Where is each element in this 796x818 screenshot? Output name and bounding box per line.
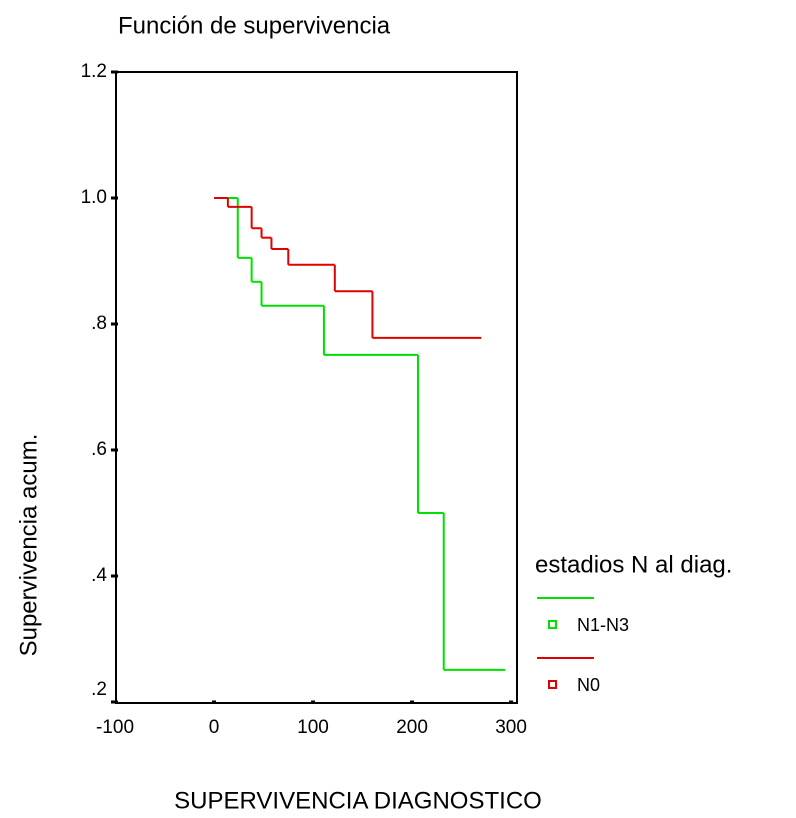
x-tick-label: 300 [495,717,527,738]
legend-title: estadios N al diag. [535,551,732,578]
x-tick-label: 200 [396,717,428,738]
y-axis-title: Supervivencia acum. [15,434,42,657]
y-tick-label: 1.0 [81,187,107,208]
x-axis-title: SUPERVIVENCIA DIAGNOSTICO [174,787,542,814]
legend-marker [548,680,557,689]
legend-label: N0 [577,675,600,695]
y-tick-label: .2 [91,679,107,700]
x-tick-label: -100 [96,717,134,738]
legend-label: N1-N3 [577,615,629,635]
y-tick-label: 1.2 [81,61,107,82]
chart-title: Función de supervivencia [118,12,391,39]
y-tick-label: .6 [91,439,107,460]
x-tick-label: 100 [297,717,329,738]
plot-frame [115,71,518,704]
y-tick-label: .4 [91,565,107,586]
x-tick-label: 0 [209,717,220,738]
y-tick-label: .8 [91,313,107,334]
legend-marker [548,620,557,629]
